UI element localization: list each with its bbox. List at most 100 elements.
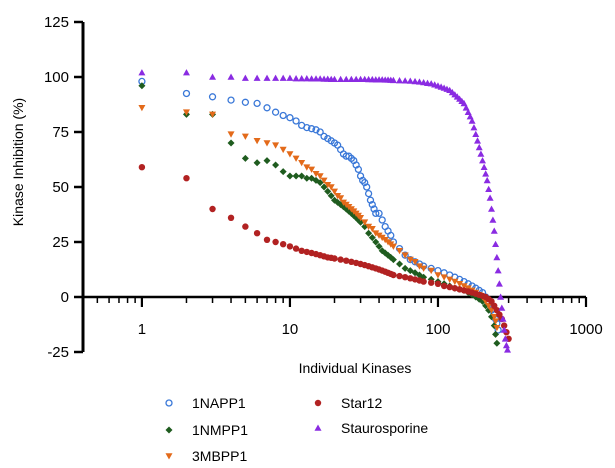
data-point: [263, 157, 271, 165]
legend-label: 3MBPP1: [192, 448, 247, 464]
data-point: [504, 346, 512, 353]
data-point: [208, 93, 217, 101]
data-point: [334, 193, 342, 200]
data-point: [372, 209, 380, 218]
data-point: [357, 215, 365, 222]
data-point: [420, 265, 428, 272]
x-ticks: 1 10 100 1000: [82, 297, 603, 338]
data-point: [378, 216, 386, 224]
data-point: [384, 251, 392, 259]
series-1napp1-points: [138, 77, 502, 334]
data-point: [446, 283, 453, 291]
data-point: [263, 74, 271, 81]
data-point: [316, 179, 324, 187]
data-point: [292, 117, 300, 125]
data-point: [387, 231, 395, 240]
data-point: [253, 99, 261, 108]
data-point: [242, 223, 249, 230]
data-point: [480, 163, 488, 170]
data-point: [501, 335, 509, 342]
axes: -25 0 25 50 75 100 125 1 10 100 1000: [44, 14, 603, 361]
data-point: [337, 256, 344, 263]
data-point: [263, 140, 271, 147]
data-point: [279, 74, 287, 81]
data-point: [316, 128, 324, 136]
x-axis-title: Individual Kinases: [299, 360, 412, 376]
data-point: [483, 176, 491, 184]
data-point: [389, 243, 397, 250]
data-point: [451, 285, 459, 292]
data-point: [286, 243, 294, 250]
data-point: [327, 192, 335, 200]
data-point: [365, 223, 373, 231]
data-point: [396, 260, 404, 268]
data-point: [434, 272, 442, 279]
data-point: [440, 274, 448, 281]
data-point: [209, 73, 217, 80]
data-point: [363, 183, 371, 191]
data-point: [272, 238, 279, 246]
data-point: [138, 82, 146, 90]
data-point: [364, 189, 373, 198]
data-point: [253, 74, 261, 81]
data-point: [474, 137, 482, 144]
y-ticks: -25 0 25 50 75 100 125: [44, 14, 83, 361]
data-point: [456, 281, 464, 288]
data-point: [472, 130, 480, 137]
data-point: [488, 205, 496, 212]
legend-label: Staurosporine: [341, 420, 428, 436]
data-point: [279, 241, 287, 248]
data-point: [307, 125, 316, 133]
data-point: [241, 133, 249, 140]
data-point: [337, 75, 345, 82]
series-star12-points: [138, 164, 512, 342]
data-point: [492, 240, 500, 247]
data-point: [182, 69, 190, 76]
legend-item: Staurosporine: [314, 420, 428, 436]
data-point: [401, 252, 409, 259]
data-point: [499, 315, 507, 322]
plot-marks: [138, 69, 512, 353]
data-point: [331, 255, 338, 262]
data-point: [498, 304, 506, 311]
y-tick-label: 100: [44, 69, 69, 86]
legend: 1NAPP1 1NMPP1 3MBPP1 Star12 Staurosporine: [165, 395, 428, 464]
data-point: [361, 219, 369, 226]
data-point: [485, 303, 493, 310]
data-point: [303, 123, 311, 132]
data-point: [227, 73, 235, 80]
data-point: [272, 161, 280, 169]
legend-item: 1NMPP1: [165, 422, 248, 438]
data-point: [279, 168, 287, 176]
data-point: [308, 166, 316, 173]
data-point: [337, 195, 345, 202]
data-point: [460, 283, 468, 290]
data-point: [316, 173, 324, 180]
data-point: [347, 75, 355, 82]
data-point: [420, 278, 427, 285]
data-point: [138, 105, 146, 112]
data-point: [406, 256, 414, 264]
data-point: [396, 248, 404, 255]
data-point: [183, 175, 190, 182]
data-point: [470, 124, 478, 131]
data-point: [138, 69, 146, 76]
data-point: [479, 157, 487, 164]
data-point: [303, 75, 311, 82]
data-point: [303, 248, 311, 256]
data-point: [209, 205, 216, 213]
legend-marker: [165, 453, 173, 460]
data-point: [292, 75, 300, 82]
legend-item: 1NAPP1: [165, 395, 246, 411]
data-point: [342, 75, 350, 82]
data-point: [327, 184, 335, 191]
legend-marker: [165, 399, 173, 407]
data-point: [303, 164, 311, 171]
data-point: [263, 236, 271, 243]
data-point: [227, 139, 235, 147]
data-point: [343, 257, 350, 264]
data-point: [482, 170, 490, 177]
data-point: [298, 75, 306, 82]
data-point: [492, 330, 500, 338]
